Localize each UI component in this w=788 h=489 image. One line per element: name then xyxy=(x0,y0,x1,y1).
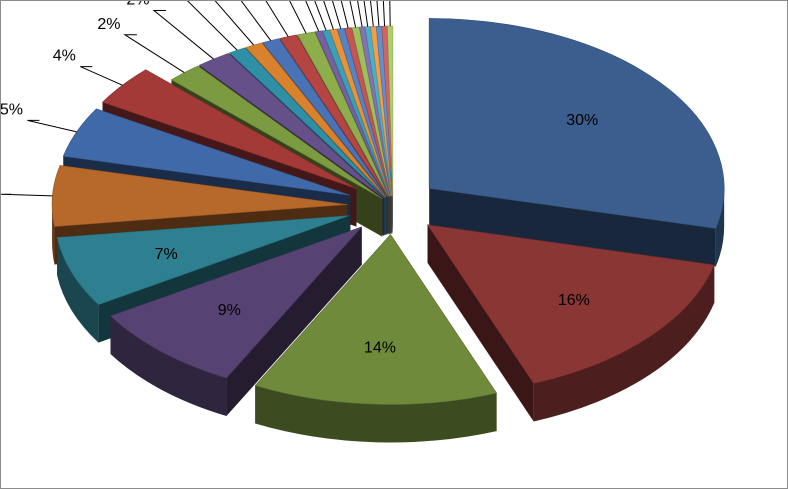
leader-line-23 xyxy=(370,1,374,27)
slice-8-top xyxy=(170,65,383,199)
data-label-3: 9% xyxy=(218,302,241,319)
leader-line-25 xyxy=(382,1,386,27)
leader-lines xyxy=(1,1,391,197)
leader-line-7 xyxy=(80,66,123,86)
data-label-9: 2% xyxy=(126,1,149,8)
leader-line-21 xyxy=(357,1,363,28)
leader-line-16 xyxy=(314,1,327,31)
slice-1-radial-face-1 xyxy=(427,224,534,422)
slice-3-outer-face-0 xyxy=(110,316,227,416)
slice-17-top xyxy=(329,28,391,197)
slice-4-outer-face-0 xyxy=(57,237,99,343)
slice-5-outer-face-0 xyxy=(52,204,55,265)
slice-1-top xyxy=(426,224,715,384)
data-label-1: 16% xyxy=(558,292,590,309)
slice-2-top xyxy=(254,233,498,405)
leader-line-15 xyxy=(305,1,320,32)
data-label-2: 14% xyxy=(364,340,396,357)
slice-13-top xyxy=(279,34,388,197)
leader-line-14 xyxy=(289,1,307,34)
leader-line-12 xyxy=(240,1,272,41)
slice-6-top xyxy=(62,108,351,196)
data-label-8: 2% xyxy=(97,16,120,33)
data-label-6: 5% xyxy=(1,101,23,118)
leader-line-20 xyxy=(349,1,357,28)
leader-line-26 xyxy=(389,1,391,27)
data-label-7: 4% xyxy=(53,48,76,65)
slice-20-top xyxy=(351,26,392,197)
leader-line-6 xyxy=(27,119,77,133)
leader-line-9 xyxy=(152,9,214,60)
leader-line-5 xyxy=(1,193,53,197)
slice-9-top xyxy=(198,53,384,199)
leader-line-11 xyxy=(214,1,255,46)
slice-2-outer-face-0 xyxy=(255,385,497,443)
slice-0-top xyxy=(428,18,725,229)
leader-line-24 xyxy=(376,1,380,27)
slice-11-top xyxy=(245,42,387,198)
leader-line-19 xyxy=(340,1,349,29)
leader-line-10 xyxy=(187,1,238,51)
slice-4-top xyxy=(56,215,350,305)
slice-tops xyxy=(51,18,725,405)
slice-1-outer-face-0 xyxy=(533,264,715,422)
slice-16-top xyxy=(322,29,390,197)
leader-line-17 xyxy=(323,1,334,30)
slice-0-outer-face-0 xyxy=(715,188,725,267)
leader-line-22 xyxy=(363,1,369,27)
slice-3-top xyxy=(109,226,362,379)
data-label-0: 30% xyxy=(566,112,598,129)
slice-7-top xyxy=(101,69,357,189)
data-labels: 30%16%14%9%7%6%5%4%2%2%1%1%1%1%1%0%0%0%0… xyxy=(1,1,598,357)
leader-line-13 xyxy=(265,1,289,37)
data-label-4: 7% xyxy=(155,246,178,263)
slice-0-radial-face-1 xyxy=(429,188,716,267)
leader-line-8 xyxy=(123,34,185,74)
leader-line-18 xyxy=(332,1,342,29)
